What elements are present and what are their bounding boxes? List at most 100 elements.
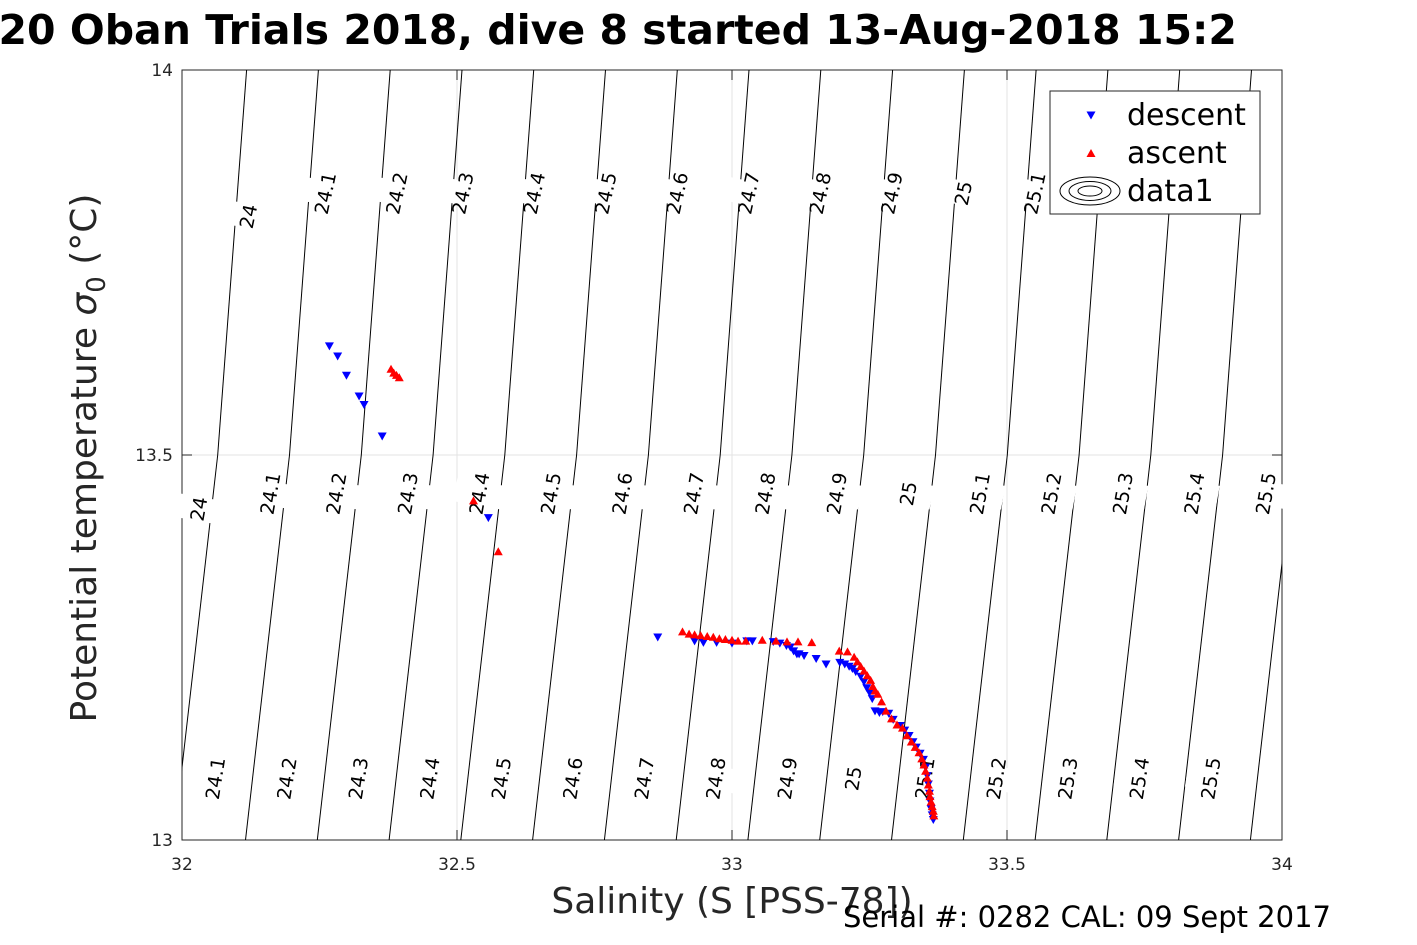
contour-label-bg bbox=[739, 477, 791, 510]
ascent-point bbox=[727, 635, 737, 644]
ascent-point bbox=[493, 547, 503, 556]
y-tick-label: 14 bbox=[151, 61, 173, 81]
ascent-point bbox=[741, 636, 751, 645]
ascent-point bbox=[902, 731, 912, 740]
contour-label-bg bbox=[370, 176, 423, 210]
x-axis-ticks: 32 32.5 33 33.5 34 bbox=[171, 70, 1293, 875]
legend-data1-label: data1 bbox=[1127, 174, 1214, 209]
contour-label-bg bbox=[1113, 762, 1165, 795]
ascent-point bbox=[678, 627, 687, 636]
isopycnal-line bbox=[1006, 70, 1037, 456]
ascent-point bbox=[924, 786, 934, 795]
contour-label: 25 bbox=[841, 765, 867, 792]
x-tick-label: 33.5 bbox=[988, 855, 1026, 875]
ascent-point bbox=[873, 689, 883, 698]
contour-label-bg bbox=[722, 176, 775, 210]
contour-label-bg bbox=[596, 477, 648, 510]
contour-label-bg bbox=[453, 477, 505, 510]
contour-label-bg bbox=[524, 477, 577, 510]
isopycnal-line bbox=[747, 454, 793, 840]
isopycnal-line bbox=[388, 454, 434, 840]
contour-label-bg bbox=[761, 762, 813, 795]
contour-label-bg bbox=[937, 176, 989, 210]
ascent-point bbox=[834, 646, 844, 655]
contour-label: 25 bbox=[896, 480, 922, 508]
contour-label-bg bbox=[172, 492, 225, 525]
contour-label-bg bbox=[882, 477, 934, 510]
descent-point bbox=[653, 633, 663, 642]
descent-point bbox=[354, 392, 364, 401]
ascent-point bbox=[862, 671, 872, 680]
descent-point bbox=[851, 668, 861, 677]
serial-calibration-note: Serial #: 0282 CAL: 09 Sept 2017 bbox=[843, 900, 1331, 934]
ascent-point bbox=[690, 630, 700, 639]
isopycnal-line bbox=[791, 70, 822, 456]
ascent-point bbox=[793, 637, 803, 646]
descent-point bbox=[324, 342, 334, 351]
contour-label-bg bbox=[1025, 477, 1077, 510]
contour-label-bg bbox=[970, 762, 1022, 795]
ascent-point bbox=[898, 723, 907, 732]
ascent-point bbox=[807, 638, 817, 647]
contour-label: 24 bbox=[236, 202, 263, 230]
contour-label-bg bbox=[1008, 176, 1061, 210]
ascent-point bbox=[910, 742, 920, 751]
contour-label: 25 bbox=[951, 179, 978, 207]
isopycnal-line bbox=[460, 454, 506, 840]
contour-label-bg bbox=[689, 762, 742, 795]
y-axis-label-unit: (°C) bbox=[64, 194, 105, 277]
isopycnal-line bbox=[532, 454, 578, 840]
descent-point bbox=[333, 352, 343, 361]
isopycnal-line bbox=[1106, 454, 1152, 840]
ascent-point bbox=[733, 636, 743, 645]
y-axis-label-subscript: 0 bbox=[82, 276, 112, 293]
descent-point bbox=[483, 514, 493, 523]
contour-label-bg bbox=[898, 762, 951, 795]
ascent-point bbox=[929, 811, 939, 820]
contour-label-bg bbox=[403, 762, 456, 795]
ascent-point bbox=[919, 760, 929, 769]
data-points bbox=[324, 342, 939, 824]
isopycnal-line bbox=[245, 454, 290, 840]
x-tick-label: 33 bbox=[721, 855, 743, 875]
isopycnal-line bbox=[360, 70, 391, 456]
ascent-point bbox=[917, 754, 927, 763]
descent-point bbox=[821, 660, 831, 669]
legend-ascent-label: ascent bbox=[1127, 136, 1227, 171]
descent-point bbox=[377, 432, 387, 441]
contour-label-bg bbox=[189, 762, 241, 795]
contour-label-bg bbox=[508, 176, 560, 210]
y-axis-label: Potential temperature σ0 (°C) bbox=[64, 194, 112, 723]
isopycnal-line bbox=[863, 70, 894, 456]
isopycnal-line bbox=[647, 70, 678, 456]
y-tick-label: 13 bbox=[151, 831, 173, 851]
isopycnal-line bbox=[819, 454, 865, 840]
contour-label-bg bbox=[1184, 762, 1237, 795]
descent-point bbox=[840, 660, 850, 669]
legend-data1-contour-icon bbox=[1059, 176, 1121, 206]
contour-label: 24 bbox=[187, 495, 213, 523]
ascent-point bbox=[926, 797, 936, 806]
contour-label-bg bbox=[865, 176, 918, 210]
isopycnal-line bbox=[1294, 70, 1323, 455]
legend: descent ascent data1 bbox=[1049, 90, 1261, 215]
descent-point bbox=[865, 688, 874, 697]
contour-label-bg bbox=[618, 762, 670, 795]
legend-ascent-marker bbox=[1086, 149, 1096, 157]
descent-point bbox=[859, 678, 869, 687]
descent-point bbox=[811, 655, 821, 664]
descent-point bbox=[341, 371, 351, 380]
ascent-point bbox=[856, 661, 866, 670]
contour-label-bg bbox=[651, 176, 703, 210]
isopycnal-line bbox=[719, 70, 750, 456]
contour-label-bg bbox=[827, 762, 879, 795]
ascent-point bbox=[684, 629, 694, 638]
ascent-point bbox=[708, 632, 718, 641]
ascent-point bbox=[394, 373, 404, 382]
ascent-point bbox=[714, 634, 724, 643]
ascent-point bbox=[859, 666, 869, 675]
contour-label-bg bbox=[953, 477, 1006, 510]
isopycnal-line bbox=[935, 70, 965, 456]
